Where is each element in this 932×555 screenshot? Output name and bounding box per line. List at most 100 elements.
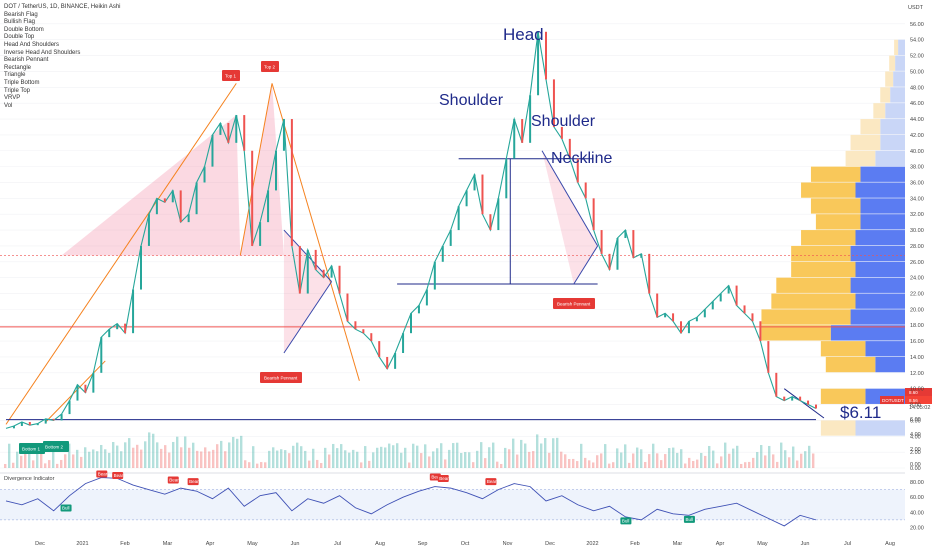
indicator-item[interactable]: Inverse Head And Shoulders (4, 49, 81, 56)
volume-bar (756, 452, 759, 468)
indicator-item[interactable]: Bearish Flag (4, 11, 38, 18)
candle-body (497, 198, 500, 231)
vrvp-sell-bar (855, 182, 905, 198)
volume-bar (372, 452, 375, 468)
volume-bar (232, 436, 235, 468)
volume-bar (472, 462, 475, 468)
time-tick-label: Jun (801, 541, 810, 547)
candle-body (481, 174, 484, 215)
volume-bar (676, 452, 679, 468)
vrvp-sell-bar (893, 71, 905, 87)
price-tick-label: 38.00 (910, 165, 924, 171)
indicator-item[interactable]: Vol (4, 102, 13, 109)
indicator-item[interactable]: Bullish Flag (4, 19, 36, 26)
indicator-item[interactable]: VRVP (4, 95, 21, 102)
candle-body (402, 333, 405, 353)
price-tick-label: 54.00 (910, 38, 924, 44)
price-tick-label: 4.00 (910, 434, 921, 440)
candle-body (664, 313, 667, 318)
volume-bar (224, 451, 227, 468)
volume-bar (340, 444, 343, 468)
time-tick-label: Aug (885, 541, 895, 547)
current-price: 8.60 (909, 390, 918, 395)
vrvp-buy-bar (801, 230, 856, 246)
bearish-pennant-1-tag: Bearish Pennant (264, 376, 298, 381)
volume-bar (144, 441, 147, 468)
candle-body (672, 313, 675, 322)
volume-bar (572, 458, 575, 468)
price-tick-label: 28.00 (910, 244, 924, 250)
volume-bar (804, 451, 807, 468)
candle-body (775, 372, 778, 397)
candle-body (12, 425, 15, 429)
candle-body (640, 253, 643, 258)
candle-body (20, 422, 23, 426)
indicator-item[interactable]: Double Top (4, 34, 35, 41)
volume-bar (764, 455, 767, 468)
indicator-item[interactable]: Bearish Pennant (4, 57, 49, 64)
volume-tick-label: 4.00 (910, 432, 921, 438)
volume-bar (288, 453, 291, 468)
candle-body (783, 396, 786, 401)
volume-bar (112, 442, 115, 468)
vrvp-buy-bar (820, 388, 866, 404)
volume-bar (668, 448, 671, 468)
indicator-item[interactable]: Head And Shoulders (4, 41, 60, 48)
candle-body (370, 333, 373, 342)
candle-body (60, 414, 63, 421)
candle-body (195, 182, 198, 215)
volume-bar (792, 446, 795, 468)
candle-body (92, 372, 95, 393)
volume-bar (328, 454, 331, 468)
candle-body (727, 285, 730, 294)
currency-label: USDT (908, 5, 924, 11)
candle-body (171, 190, 174, 203)
indicator-item[interactable]: Triple Top (4, 87, 31, 94)
volume-bar (560, 451, 563, 468)
volume-bar (244, 460, 247, 468)
volume-bar (320, 463, 323, 468)
volume-bar (132, 447, 135, 468)
divergence-label-bg (620, 517, 632, 525)
price-tick-label: 24.00 (910, 276, 924, 282)
volume-bar (776, 461, 779, 468)
volume-bar (452, 443, 455, 468)
volume-bar (788, 457, 791, 468)
volume-bar (200, 451, 203, 468)
volume-bar (812, 453, 815, 468)
volume-bar (308, 460, 311, 468)
volume-bar (108, 452, 111, 468)
volume-bar (700, 452, 703, 468)
top1-tag-bg (222, 70, 240, 81)
vrvp-buy-bar (776, 277, 851, 293)
volume-bar (16, 451, 19, 468)
vrvp-sell-bar (860, 198, 905, 214)
candle-body (545, 31, 547, 80)
volume-bar (772, 454, 775, 468)
indicator-item[interactable]: Triangle (4, 72, 26, 79)
candle-body (687, 321, 690, 334)
price-tick-label: 52.00 (910, 54, 924, 60)
volume-bar (464, 452, 467, 468)
pattern-fill (240, 83, 284, 256)
candle-body (346, 293, 349, 322)
bottom1-tag: Bottom 1 (22, 447, 41, 452)
volume-bar (176, 436, 179, 468)
price-tick-label: 46.00 (910, 101, 924, 107)
price-tick-label: 6.00 (910, 418, 921, 424)
candle-body (815, 404, 817, 409)
candle-body (799, 396, 802, 401)
candle-body (219, 123, 222, 135)
candle-body (211, 134, 214, 167)
volume-bar (44, 463, 47, 468)
indicator-item[interactable]: Double Bottom (4, 26, 44, 33)
volume-bar (432, 451, 435, 468)
divergence-label: Bull (62, 506, 70, 511)
indicator-item[interactable]: Rectangle (4, 64, 32, 71)
indicator-item[interactable]: Triple Bottom (4, 79, 40, 86)
volume-bar (268, 450, 271, 468)
candle-body (719, 293, 722, 302)
candle-body (743, 305, 746, 314)
volume-bar (156, 442, 159, 468)
